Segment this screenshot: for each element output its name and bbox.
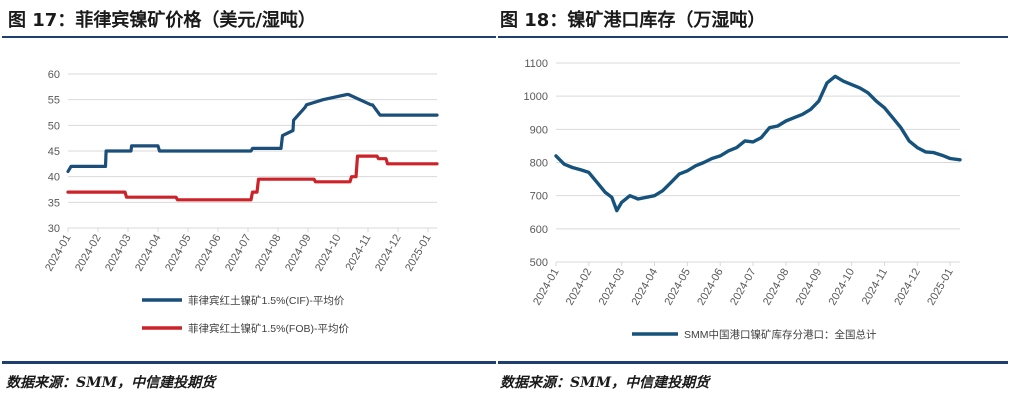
legend-label: 菲律宾红土镍矿1.5%(FOB)-平均价 — [188, 322, 350, 335]
title-rule — [498, 36, 1008, 38]
gridlines — [556, 62, 960, 263]
source-rule — [2, 361, 496, 364]
source-rule — [498, 361, 1008, 364]
chart-panel-nickel-price: 图 17：菲律宾镍矿价格（美元/湿吨） 30 35 40 45 50 55 60 2024-0… — [0, 0, 497, 401]
y-tick-label: 500 — [530, 257, 548, 269]
title-rule — [2, 36, 496, 38]
x-tick-label: 2024-01 — [43, 233, 74, 274]
x-tick-label: 2024-12 — [373, 233, 404, 274]
series-line — [66, 154, 439, 202]
series-line — [66, 92, 439, 174]
legend-entry: SMM中国港口镍矿库存分港口：全国总计 — [632, 328, 877, 341]
x-tick-label: 2025-01 — [403, 233, 434, 274]
chart-title: 图 18：镍矿港口库存（万湿吨） — [500, 10, 766, 31]
x-axis: 2024-01 2024-02 2024-03 2024-04 2024-05 2024-… — [531, 262, 956, 307]
series-line — [554, 74, 962, 213]
x-tick-label: 2024-07 — [728, 267, 759, 308]
x-tick-label: 2025-01 — [925, 267, 956, 308]
x-tick-label: 2024-09 — [794, 267, 825, 308]
y-tick-label: 700 — [530, 191, 548, 203]
chart-title: 图 17：菲律宾镍矿价格（美元/湿吨） — [8, 10, 316, 31]
y-tick-label: 800 — [530, 158, 548, 170]
x-tick-label: 2024-03 — [103, 233, 134, 274]
source-note: 数据来源：SMM，中信建投期货 — [500, 375, 710, 391]
x-tick-label: 2024-09 — [283, 233, 314, 274]
x-tick-label: 2024-10 — [313, 233, 344, 274]
y-tick-label: 60 — [48, 69, 60, 81]
x-tick-label: 2024-10 — [827, 267, 858, 308]
legend-entry: 菲律宾红土镍矿1.5%(FOB)-平均价 — [142, 322, 350, 335]
x-tick-label: 2024-05 — [662, 267, 693, 308]
legend-label: SMM中国港口镍矿库存分港口：全国总计 — [684, 328, 877, 341]
x-tick-label: 2024-07 — [223, 233, 254, 274]
y-tick-label: 1100 — [524, 58, 548, 70]
x-tick-label: 2024-06 — [193, 233, 224, 274]
x-tick-label: 2024-08 — [761, 267, 792, 308]
legend-label: 菲律宾红土镍矿1.5%(CIF)-平均价 — [188, 294, 345, 307]
y-axis: 500 600 700 800 900 1000 1100 — [524, 58, 548, 269]
y-tick-label: 1000 — [524, 91, 548, 103]
y-tick-label: 50 — [48, 120, 60, 132]
x-tick-label: 2024-01 — [531, 267, 562, 308]
y-tick-label: 35 — [48, 197, 60, 209]
x-tick-label: 2024-12 — [892, 267, 923, 308]
x-tick-label: 2024-11 — [343, 233, 373, 273]
x-tick-label: 2024-08 — [253, 233, 284, 274]
y-tick-label: 45 — [48, 146, 60, 158]
y-tick-label: 40 — [48, 172, 60, 184]
legend-entry: 菲律宾红土镍矿1.5%(CIF)-平均价 — [142, 294, 345, 307]
x-axis: 2024-01 2024-02 2024-03 2024-04 2024-05 2024-… — [43, 228, 434, 273]
chart-panel-port-inventory: 图 18：镍矿港口库存（万湿吨） 500 600 700 800 900 1000 1100… — [478, 0, 1010, 401]
x-tick-label: 2024-02 — [73, 233, 104, 274]
source-note: 数据来源：SMM，中信建投期货 — [6, 375, 216, 391]
x-tick-label: 2024-05 — [163, 233, 194, 274]
x-tick-label: 2024-04 — [133, 233, 164, 274]
x-tick-label: 2024-03 — [597, 267, 628, 308]
y-tick-label: 600 — [530, 224, 548, 236]
y-tick-label: 900 — [530, 124, 548, 136]
y-tick-label: 55 — [48, 95, 60, 107]
x-tick-label: 2024-06 — [695, 267, 726, 308]
x-tick-label: 2024-11 — [860, 267, 890, 307]
x-tick-label: 2024-02 — [564, 267, 595, 308]
y-axis: 30 35 40 45 50 55 60 — [48, 69, 60, 235]
x-tick-label: 2024-04 — [630, 267, 661, 308]
y-tick-label: 30 — [48, 223, 60, 235]
